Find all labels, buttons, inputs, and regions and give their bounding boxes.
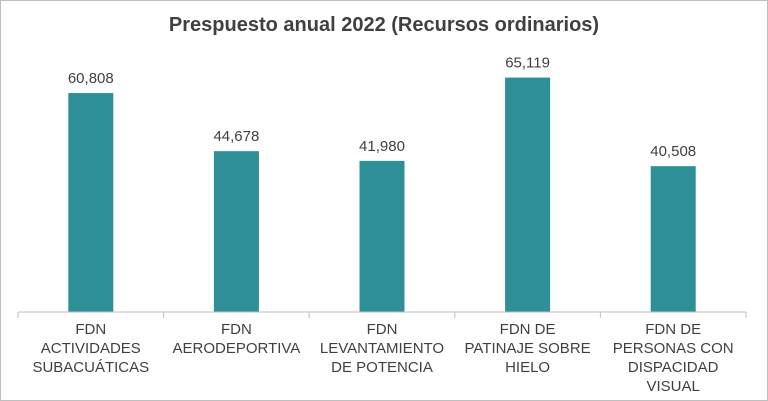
chart-title: Prespuesto anual 2022 (Recursos ordinari… — [168, 14, 600, 36]
data-label: 60,808 — [68, 70, 114, 87]
data-label: 44,678 — [213, 128, 259, 145]
category-label: FDN LEVANTAMIENTO DE POTENCIA — [319, 321, 445, 376]
category-label: FDN ACTIVIDADES SUBACUÁTICAS — [32, 321, 150, 376]
data-label: 65,119 — [505, 55, 550, 72]
bar — [68, 93, 114, 312]
data-label: 40,508 — [650, 143, 696, 160]
data-label: 41,980 — [359, 138, 405, 155]
category-label: FDN DE PERSONAS CON DISPACIDAD VISUAL — [612, 321, 734, 395]
category-label: FDN AERODEPORTIVA — [172, 321, 301, 357]
bar — [505, 77, 551, 313]
bar — [359, 160, 405, 312]
bar — [213, 151, 259, 312]
category-label: FDN DE PATINAJE SOBRE HIELO — [464, 321, 591, 376]
bar — [650, 166, 696, 312]
